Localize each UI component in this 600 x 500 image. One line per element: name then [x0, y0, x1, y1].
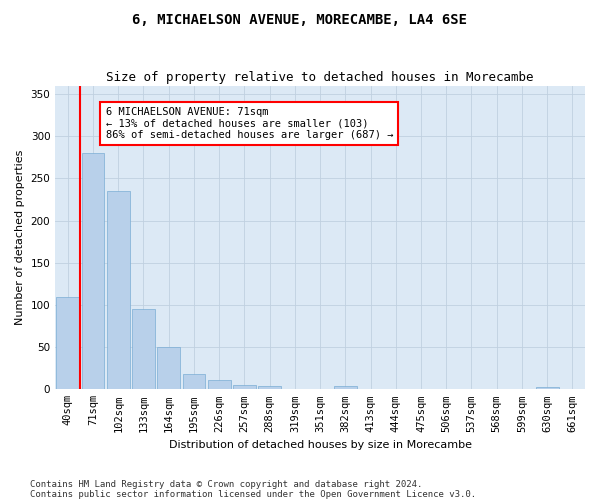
Title: Size of property relative to detached houses in Morecambe: Size of property relative to detached ho… [106, 72, 534, 85]
Bar [182, 374, 205, 390]
Bar [258, 386, 281, 390]
Text: 6 MICHAELSON AVENUE: 71sqm
← 13% of detached houses are smaller (103)
86% of sem: 6 MICHAELSON AVENUE: 71sqm ← 13% of deta… [106, 107, 393, 140]
Bar [56, 296, 79, 390]
Y-axis label: Number of detached properties: Number of detached properties [15, 150, 25, 325]
Bar [208, 380, 230, 390]
Bar [233, 385, 256, 390]
Text: Contains HM Land Registry data © Crown copyright and database right 2024.
Contai: Contains HM Land Registry data © Crown c… [30, 480, 476, 499]
Bar [334, 386, 356, 390]
Bar [132, 309, 155, 390]
Text: 6, MICHAELSON AVENUE, MORECAMBE, LA4 6SE: 6, MICHAELSON AVENUE, MORECAMBE, LA4 6SE [133, 12, 467, 26]
Bar [536, 387, 559, 390]
Bar [82, 153, 104, 390]
Bar [157, 347, 180, 390]
Bar [107, 191, 130, 390]
X-axis label: Distribution of detached houses by size in Morecambe: Distribution of detached houses by size … [169, 440, 472, 450]
